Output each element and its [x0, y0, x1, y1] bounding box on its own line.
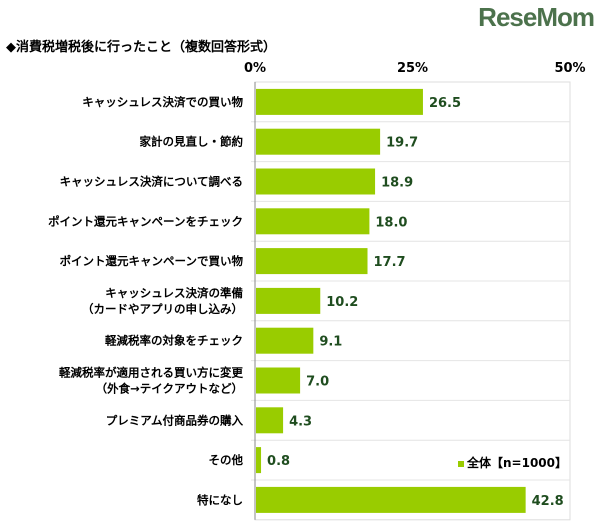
category-label: ポイント還元キャンペーンで買い物 [60, 254, 244, 268]
data-label: 18.0 [375, 215, 407, 230]
watermark-logo: ReseMom [478, 2, 595, 32]
bar [256, 327, 314, 354]
bar [256, 447, 262, 474]
legend: 全体【n=1000】 [458, 454, 567, 471]
bar [256, 287, 321, 314]
x-tick-label: 50% [554, 61, 585, 76]
category-label: ポイント還元キャンペーンをチェック [48, 214, 243, 228]
data-label: 42.8 [532, 494, 564, 509]
x-tick-label: 25% [397, 61, 428, 76]
bar [256, 407, 284, 434]
category-label: 家計の見直し・節約 [140, 135, 244, 149]
data-label: 18.9 [381, 176, 413, 191]
bar [256, 168, 376, 195]
category-label: 特になし [197, 493, 243, 507]
x-tick-label: 0% [244, 61, 266, 76]
data-label: 9.1 [319, 335, 342, 350]
category-label: キャッシュレス決済での買い物 [82, 95, 243, 109]
category-label: キャッシュレス決済の準備 [105, 286, 243, 300]
data-label: 19.7 [386, 136, 418, 151]
bar [256, 88, 423, 115]
category-label: その他 [209, 453, 244, 467]
category-label: （カードやアプリの申し込み） [82, 302, 243, 316]
bar [256, 367, 301, 394]
bar [256, 208, 370, 235]
category-label: キャッシュレス決済について調べる [60, 175, 243, 189]
legend-label: 全体【n=1000】 [467, 456, 567, 470]
bar [256, 486, 526, 513]
data-label: 4.3 [289, 414, 312, 429]
category-label: プレミアム付商品券の購入 [106, 413, 244, 427]
category-label: （外食→テイクアウトなど） [96, 382, 243, 396]
data-label: 10.2 [326, 295, 358, 310]
data-label: 0.8 [267, 454, 290, 469]
legend-swatch [458, 460, 464, 467]
data-label: 7.0 [306, 375, 329, 390]
chart-title: ◆消費税増税後に行ったこと（複数回答形式） [6, 40, 276, 55]
bar [256, 248, 368, 275]
data-label: 26.5 [429, 96, 461, 111]
category-label: 軽減税率が適用される買い方に変更 [59, 366, 243, 380]
bar [256, 128, 381, 155]
data-label: 17.7 [374, 255, 406, 270]
category-label: 軽減税率の対象をチェック [105, 334, 243, 348]
